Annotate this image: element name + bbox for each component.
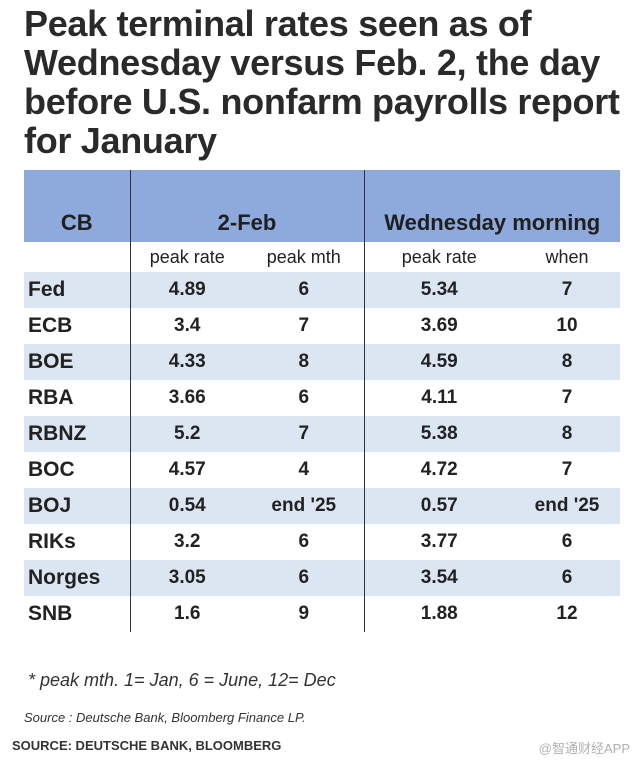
- cell-feb-peak-rate: 5.2: [129, 416, 244, 452]
- cell-feb-peak-rate: 4.57: [129, 452, 244, 488]
- table-row: Fed 4.89 6 5.34 7: [24, 272, 620, 308]
- subheader-wed-peak-rate: peak rate: [363, 242, 514, 272]
- table-row: RBA 3.66 6 4.11 7: [24, 380, 620, 416]
- cell-cb-name: BOJ: [24, 488, 130, 524]
- cell-cb-name: BOC: [28, 458, 75, 481]
- table-row: BOJ 0.54 end '25 0.57 end '25: [24, 488, 620, 524]
- cell-feb-peak-rate: 3.66: [129, 380, 244, 416]
- table-row: BOE 4.33 8 4.59 8: [24, 344, 620, 380]
- cell-feb-peak-mth: 7: [244, 416, 364, 452]
- cell-cb-name: RBNZ: [24, 416, 130, 452]
- cell-wed-peak-rate: 5.38: [363, 416, 514, 452]
- table-row: ECB 3.4 7 3.69 10: [24, 308, 620, 344]
- cell-feb-peak-mth: end '25: [244, 488, 364, 524]
- cell-feb-peak-mth: 6: [298, 387, 310, 408]
- table-row: RBNZ 5.2 7 5.38 8: [24, 416, 620, 452]
- cell-wed-when: 6: [514, 560, 620, 596]
- cell-wed-peak-rate: 0.57: [363, 488, 514, 524]
- cell-feb-peak-mth: 6: [244, 560, 364, 596]
- rates-table: CB 2-Feb Wednesday morning peak rate pea…: [24, 170, 620, 632]
- cell-wed-peak-rate: 3.77: [363, 524, 514, 560]
- header-wednesday-morning: Wednesday morning: [363, 170, 620, 242]
- table-row: RIKs 3.2 6 3.77 6: [24, 524, 620, 560]
- cell-feb-peak-mth: 6: [244, 272, 364, 308]
- cell-wed-when: 7: [514, 272, 620, 308]
- cell-cb-name: RBA: [28, 386, 74, 409]
- cell-wed-peak-rate: 5.34: [363, 272, 514, 308]
- cell-feb-peak-rate: 0.54: [129, 488, 244, 524]
- cell-wed-peak-rate: 4.11: [363, 380, 514, 416]
- cell-wed-when: 8: [514, 344, 620, 380]
- cell-feb-peak-mth: 7: [298, 315, 310, 336]
- cell-cb-name: BOE: [24, 344, 130, 380]
- cell-feb-peak-rate: 3.4: [129, 308, 244, 344]
- cell-feb-peak-mth: 9: [298, 603, 310, 624]
- cell-feb-peak-rate: 4.89: [129, 272, 244, 308]
- header-group-row: CB 2-Feb Wednesday morning: [24, 170, 620, 242]
- table-row: Norges 3.05 6 3.54 6: [24, 560, 620, 596]
- cell-cb-name: RIKs: [28, 530, 76, 553]
- cell-wed-when: end '25: [514, 488, 620, 524]
- table-row: SNB 1.6 9 1.88 12: [24, 596, 620, 632]
- chart-title: Peak terminal rates seen as of Wednesday…: [24, 3, 620, 161]
- cell-wed-peak-rate: 3.69: [363, 308, 514, 344]
- cell-feb-peak-rate: 4.33: [129, 344, 244, 380]
- watermark: @智通财经APP: [538, 741, 630, 756]
- cell-wed-when: 7: [561, 387, 573, 408]
- cell-feb-peak-mth: 6: [298, 531, 310, 552]
- cell-wed-peak-rate: 3.54: [363, 560, 514, 596]
- subheader-blank: [24, 242, 130, 272]
- cell-wed-peak-rate: 4.72: [363, 452, 514, 488]
- cell-wed-peak-rate: 1.88: [363, 596, 514, 632]
- cell-feb-peak-rate: 3.05: [129, 560, 244, 596]
- cell-wed-when: 7: [561, 459, 573, 480]
- table-row: BOC 4.57 4 4.72 7: [24, 452, 620, 488]
- cell-feb-peak-mth: 8: [244, 344, 364, 380]
- cell-cb-name: Norges: [24, 560, 130, 596]
- header-2-feb: 2-Feb: [129, 170, 364, 242]
- cell-feb-peak-mth: 4: [298, 459, 310, 480]
- subheader-feb-peak-rate: peak rate: [129, 242, 244, 272]
- cell-wed-when: 6: [561, 531, 573, 552]
- source-credit: SOURCE: DEUTSCHE BANK, BLOOMBERG: [12, 738, 282, 753]
- cell-cb-name: ECB: [28, 314, 73, 337]
- header-cb: CB: [24, 170, 130, 242]
- cell-feb-peak-rate: 1.6: [129, 596, 244, 632]
- cell-cb-name: SNB: [28, 602, 73, 625]
- cell-feb-peak-rate: 3.2: [129, 524, 244, 560]
- cell-wed-when: 10: [556, 315, 578, 336]
- cell-wed-when: 12: [556, 603, 578, 624]
- subheader-row: peak rate peak mth peak rate when: [24, 242, 620, 272]
- subheader-wed-when: when: [545, 246, 589, 267]
- footnote: * peak mth. 1= Jan, 6 = June, 12= Dec: [28, 670, 336, 690]
- subheader-feb-peak-mth: peak mth: [266, 246, 341, 267]
- source-inner: Source : Deutsche Bank, Bloomberg Financ…: [24, 710, 306, 725]
- cell-wed-peak-rate: 4.59: [363, 344, 514, 380]
- cell-wed-when: 8: [514, 416, 620, 452]
- cell-cb-name: Fed: [24, 272, 130, 308]
